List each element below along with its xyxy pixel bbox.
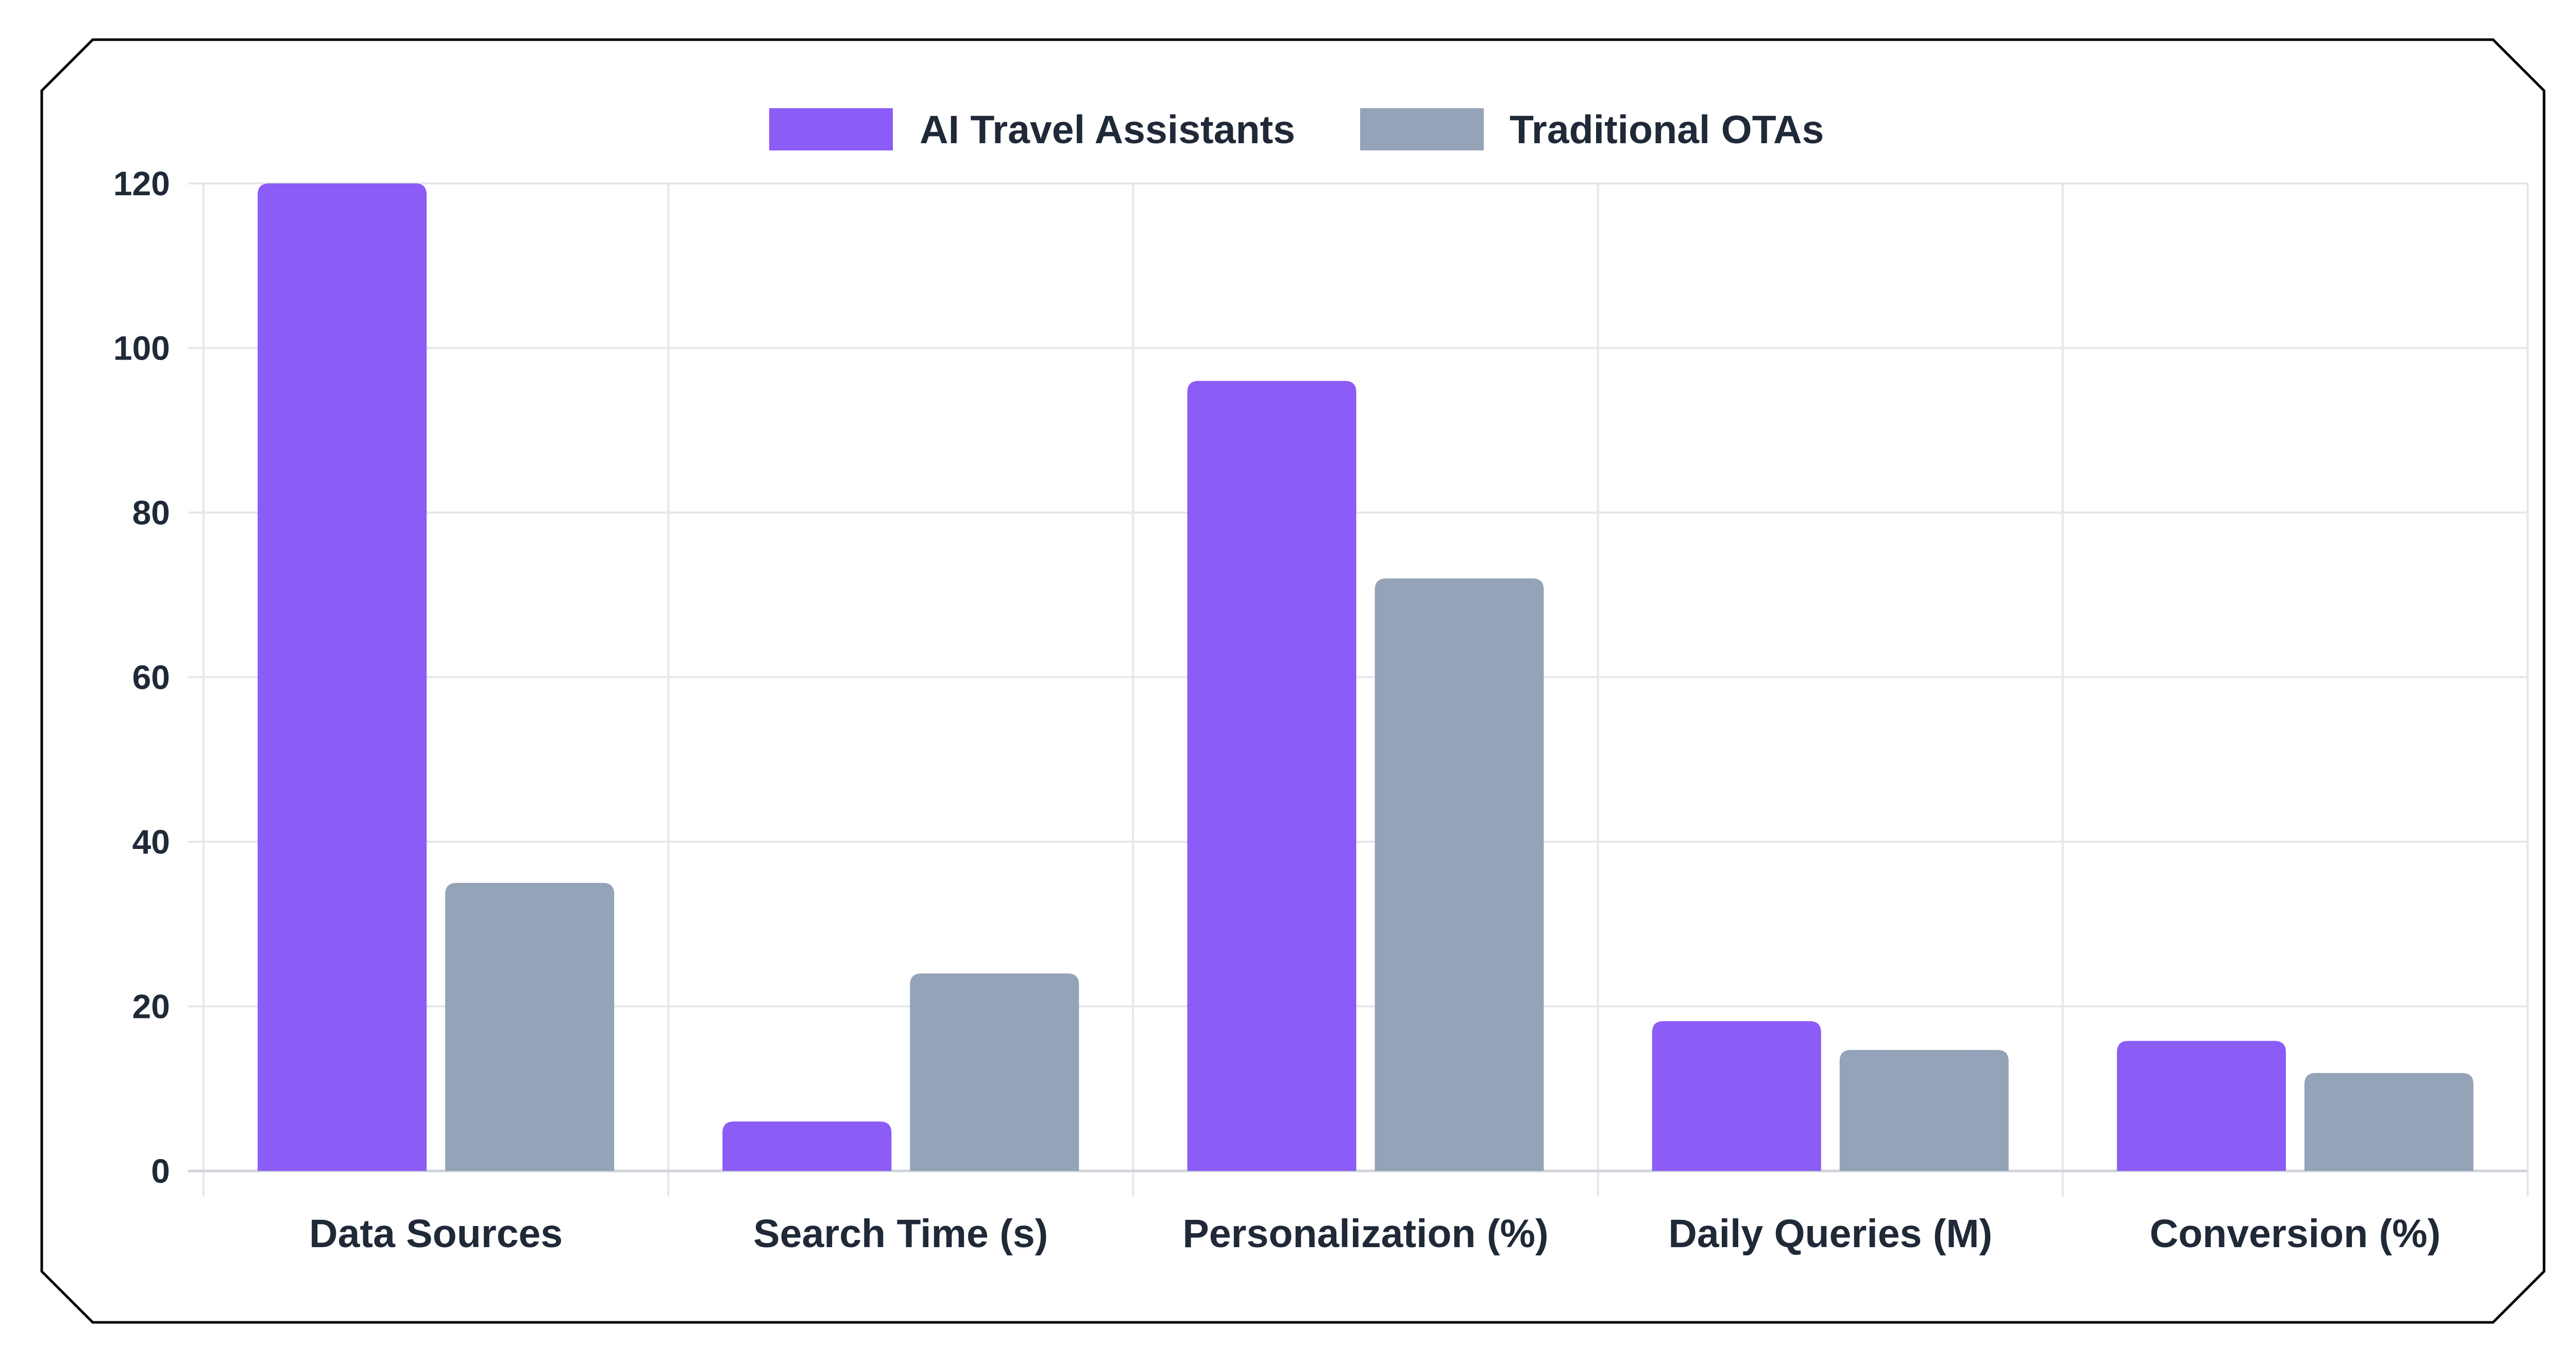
y-tick-label: 0 xyxy=(151,1152,170,1190)
y-tick-label: 80 xyxy=(132,494,170,532)
legend-label: AI Travel Assistants xyxy=(920,108,1295,152)
y-tick-label: 120 xyxy=(113,164,170,202)
bar-ai-travel-assistants xyxy=(722,1121,892,1171)
x-tick-label: Daily Queries (M) xyxy=(1668,1212,1992,1256)
bar-ai-travel-assistants xyxy=(1652,1021,1821,1171)
y-tick-label: 100 xyxy=(113,329,170,367)
legend-label: Traditional OTAs xyxy=(1510,108,1824,152)
bar-ai-travel-assistants xyxy=(2116,1041,2286,1171)
x-tick-label: Personalization (%) xyxy=(1182,1212,1548,1256)
bar-traditional-otas xyxy=(1839,1050,2009,1171)
x-tick-label: Conversion (%) xyxy=(2150,1212,2441,1256)
bar-traditional-otas xyxy=(1375,578,1544,1171)
grid xyxy=(188,182,2529,1197)
bars xyxy=(258,183,2473,1171)
x-tick-label: Search Time (s) xyxy=(753,1212,1048,1256)
y-tick-label: 40 xyxy=(132,823,170,861)
legend: AI Travel Assistants Traditional OTAs xyxy=(769,108,1824,152)
bar-traditional-otas xyxy=(445,882,615,1171)
bar-traditional-otas xyxy=(2304,1073,2473,1171)
y-tick-label: 20 xyxy=(132,988,170,1026)
x-tick-label: Data Sources xyxy=(309,1212,563,1256)
bar-ai-travel-assistants xyxy=(258,183,427,1171)
y-tick-label: 60 xyxy=(132,658,170,696)
legend-swatch xyxy=(1360,108,1484,150)
legend-swatch xyxy=(769,108,893,150)
bar-traditional-otas xyxy=(910,973,1079,1171)
bar-ai-travel-assistants xyxy=(1187,381,1357,1171)
